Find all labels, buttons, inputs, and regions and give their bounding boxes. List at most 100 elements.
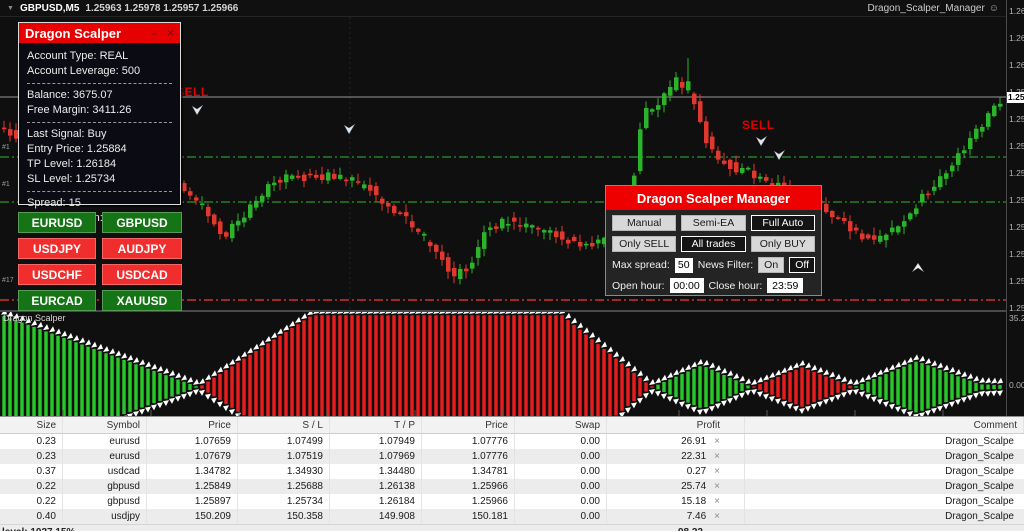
price-scale[interactable]: 1.261.2601.2601.2591.2591.2591.2581.2581… [1006, 0, 1024, 313]
panel-info-line: Balance: 3675.07 [27, 89, 113, 101]
price-tick-label: 1.259 [1009, 141, 1024, 151]
pair-button-usdcad[interactable]: USDCAD [102, 264, 182, 285]
close-icon[interactable]: × [166, 26, 174, 40]
trades-all-trades-button[interactable]: All trades [681, 236, 746, 252]
mode-semi-ea-button[interactable]: Semi-EA [681, 215, 746, 231]
table-cell: 0.40 [0, 509, 63, 524]
column-header-comment[interactable]: Comment [745, 417, 1024, 433]
column-header-symbol[interactable]: Symbol [63, 417, 147, 433]
price-tick-label: 1.257 [1009, 276, 1024, 286]
table-cell: 1.07519 [238, 449, 330, 464]
table-cell: 0.00 [515, 509, 607, 524]
news-filter-off-button[interactable]: Off [789, 257, 815, 273]
news-filter-on-button[interactable]: On [758, 257, 785, 273]
pair-button-usdchf[interactable]: USDCHF [18, 264, 96, 285]
indicator-scale: 35.2 0.00 [1006, 311, 1024, 416]
column-header-profit[interactable]: Profit [607, 417, 745, 433]
pair-button-eurcad[interactable]: EURCAD [18, 290, 96, 311]
dragon-scalper-panel-titlebar[interactable]: Dragon Scalper – × [19, 23, 180, 43]
pair-button-audjpy[interactable]: AUDJPY [102, 238, 182, 259]
close-trade-icon[interactable]: × [714, 496, 720, 507]
column-header-price[interactable]: Price [147, 417, 238, 433]
profit-cell: 15.18 × [607, 494, 745, 509]
table-cell: eurusd [63, 434, 147, 449]
max-spread-input[interactable]: 50 [674, 257, 693, 273]
table-cell: 0.00 [515, 434, 607, 449]
close-trade-icon[interactable]: × [714, 481, 720, 492]
table-cell: 1.34480 [330, 464, 422, 479]
table-cell: gbpusd [63, 494, 147, 509]
column-header-swap[interactable]: Swap [515, 417, 607, 433]
news-filter-label: News Filter: [697, 259, 754, 271]
close-trade-icon[interactable]: × [714, 466, 720, 477]
trade-ticket-tag: #1 [2, 181, 10, 188]
column-header-size[interactable]: Size [0, 417, 63, 433]
chevron-down-icon[interactable]: ▼ [7, 4, 14, 12]
table-row[interactable]: 0.23 eurusd 1.07659 1.07499 1.07949 1.07776 0.… [0, 434, 1024, 449]
column-header-sl[interactable]: S / L [238, 417, 330, 433]
indicator-histogram [1, 312, 1003, 416]
open-hour-input[interactable]: 00:00 [669, 278, 704, 293]
table-cell: 1.34930 [238, 464, 330, 479]
price-tick-label: 1.26 [1009, 6, 1024, 16]
panel-info-line: Free Margin: 3411.26 [27, 104, 132, 116]
profit-cell: 25.74 × [607, 479, 745, 494]
dragon-scalper-manager-panel: Dragon Scalper Manager Manual Semi-EA Full… [605, 185, 822, 296]
pair-button-usdjpy[interactable]: USDJPY [18, 238, 96, 259]
table-row[interactable]: 0.23 eurusd 1.07679 1.07519 1.07969 1.07776 0.… [0, 449, 1024, 464]
close-trade-icon[interactable]: × [714, 511, 720, 522]
pair-button-xauusd[interactable]: XAUUSD [102, 290, 182, 311]
table-cell: 0.23 [0, 434, 63, 449]
table-row[interactable]: 0.37 usdcad 1.34782 1.34930 1.34480 1.34781 0.… [0, 464, 1024, 479]
minimize-icon[interactable]: – [151, 26, 158, 40]
column-header-price[interactable]: Price [422, 417, 515, 433]
table-cell: 1.07679 [147, 449, 238, 464]
current-price-box: 1.2596 [1007, 92, 1024, 103]
panel-info-line: Account Leverage: 500 [27, 65, 141, 77]
mode-manual-button[interactable]: Manual [612, 215, 677, 231]
price-tick-label: 1.258 [1009, 222, 1024, 232]
pair-button-grid: EURUSD GBPUSD USDJPY AUDJPY USDCHF USDCAD EURC… [18, 212, 182, 311]
panel-info-body: Account Type: REAL Account Leverage: 500 B… [19, 43, 180, 226]
mode-full-auto-button[interactable]: Full Auto [750, 215, 815, 231]
price-tick-label: 1.258 [1009, 168, 1024, 178]
panel-info-line: Last Signal: Buy [27, 128, 107, 140]
price-tick-label: 1.260 [1009, 60, 1024, 70]
table-row[interactable]: 0.22 gbpusd 1.25849 1.25688 1.26138 1.25966 0.… [0, 479, 1024, 494]
close-trade-icon[interactable]: × [714, 451, 720, 462]
manager-title[interactable]: Dragon Scalper Manager [606, 186, 821, 210]
chart-title-bar: ▼ GBPUSD,M5 1.25963 1.25978 1.25957 1.25… [0, 0, 1006, 17]
table-cell: 1.26184 [330, 494, 422, 509]
ohlc-quotes-label: 1.25963 1.25978 1.25957 1.25966 [85, 2, 239, 14]
price-tick-label: 1.257 [1009, 249, 1024, 259]
trades-only-sell-button[interactable]: Only SELL [612, 236, 677, 252]
table-row[interactable]: 0.40 usdjpy 150.209 150.358 149.908 150.181 0.… [0, 509, 1024, 524]
price-tick-label: 1.260 [1009, 33, 1024, 43]
pane-divider[interactable] [0, 310, 1006, 312]
price-tick-label: 1.259 [1009, 114, 1024, 124]
table-cell: 1.25734 [238, 494, 330, 509]
close-hour-label: Close hour: [708, 279, 763, 292]
table-cell: usdcad [63, 464, 147, 479]
table-cell: 0.22 [0, 494, 63, 509]
table-cell: 0.23 [0, 449, 63, 464]
close-trade-icon[interactable]: × [714, 436, 720, 447]
panel-info-line: TP Level: 1.26184 [27, 158, 117, 170]
close-hour-input[interactable]: 23:59 [767, 278, 804, 293]
table-cell: 1.07776 [422, 434, 515, 449]
pair-button-gbpusd[interactable]: GBPUSD [102, 212, 182, 233]
table-cell: 150.209 [147, 509, 238, 524]
sell-signal-label: SELL [176, 85, 209, 99]
table-cell: 0.00 [515, 494, 607, 509]
ea-name-label: Dragon_Scalper_Manager [867, 2, 985, 14]
column-header-tp[interactable]: T / P [330, 417, 422, 433]
table-cell: 1.34781 [422, 464, 515, 479]
table-cell: 1.07776 [422, 449, 515, 464]
smiley-icon: ☺ [988, 2, 999, 14]
pair-button-eurusd[interactable]: EURUSD [18, 212, 96, 233]
trades-only-buy-button[interactable]: Only BUY [750, 236, 815, 252]
indicator-name-label: Dragon Scalper [3, 313, 66, 323]
table-row[interactable]: 0.22 gbpusd 1.25897 1.25734 1.26184 1.25966 0.… [0, 494, 1024, 509]
panel-title: Dragon Scalper [25, 25, 122, 41]
